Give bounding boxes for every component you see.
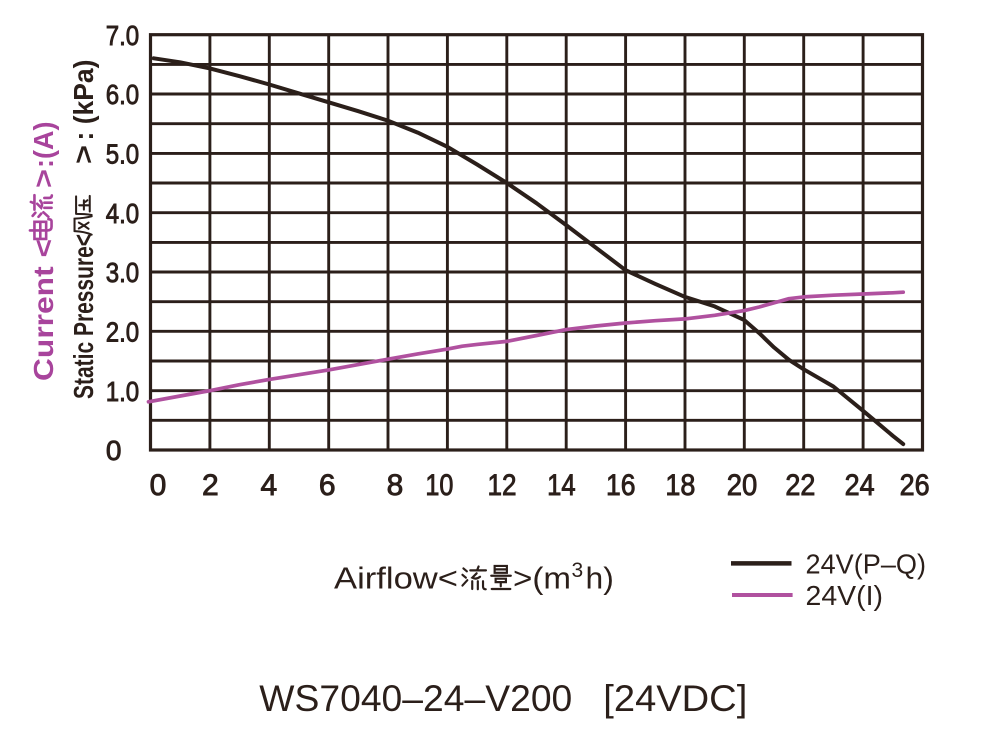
svg-text:4.0: 4.0 — [106, 198, 140, 229]
svg-text:0: 0 — [150, 469, 167, 502]
svg-text:h): h) — [586, 561, 614, 596]
svg-text:16: 16 — [606, 469, 636, 502]
svg-text:24V(P–Q): 24V(P–Q) — [806, 548, 927, 579]
svg-text:[24VDC]: [24VDC] — [603, 677, 747, 719]
svg-text:3.0: 3.0 — [106, 257, 140, 288]
svg-text:20: 20 — [727, 469, 758, 502]
svg-text:7.0: 7.0 — [106, 20, 140, 51]
svg-text::(A): :(A) — [28, 122, 59, 169]
svg-text:>: > — [68, 145, 99, 164]
svg-text:6: 6 — [319, 469, 336, 502]
svg-text:Airflow<: Airflow< — [334, 561, 458, 596]
svg-text:>: > — [28, 169, 59, 188]
svg-text:: (kPa): : (kPa) — [68, 60, 99, 141]
svg-text:24V(I): 24V(I) — [806, 580, 884, 611]
svg-text:14: 14 — [547, 469, 576, 502]
svg-text:24: 24 — [845, 469, 875, 502]
svg-text:8: 8 — [387, 469, 404, 502]
svg-text:3: 3 — [572, 559, 584, 582]
svg-text:22: 22 — [785, 469, 815, 502]
svg-text:2: 2 — [202, 469, 219, 502]
svg-text:WS7040–24–V200: WS7040–24–V200 — [259, 677, 572, 719]
svg-text:12: 12 — [488, 469, 517, 502]
svg-text:2.0: 2.0 — [106, 317, 140, 348]
svg-text:26: 26 — [900, 469, 930, 502]
svg-text:10: 10 — [425, 469, 453, 502]
svg-text:Current <: Current < — [28, 239, 59, 381]
svg-text:0: 0 — [106, 435, 122, 466]
svg-text:18: 18 — [665, 469, 695, 502]
svg-text:Static Pressure<: Static Pressure< — [68, 234, 99, 399]
svg-text:1.0: 1.0 — [106, 376, 140, 407]
svg-text:>(m: >(m — [513, 561, 571, 596]
svg-text:6.0: 6.0 — [106, 79, 140, 110]
svg-text:5.0: 5.0 — [106, 139, 140, 170]
svg-text:4: 4 — [260, 469, 277, 502]
